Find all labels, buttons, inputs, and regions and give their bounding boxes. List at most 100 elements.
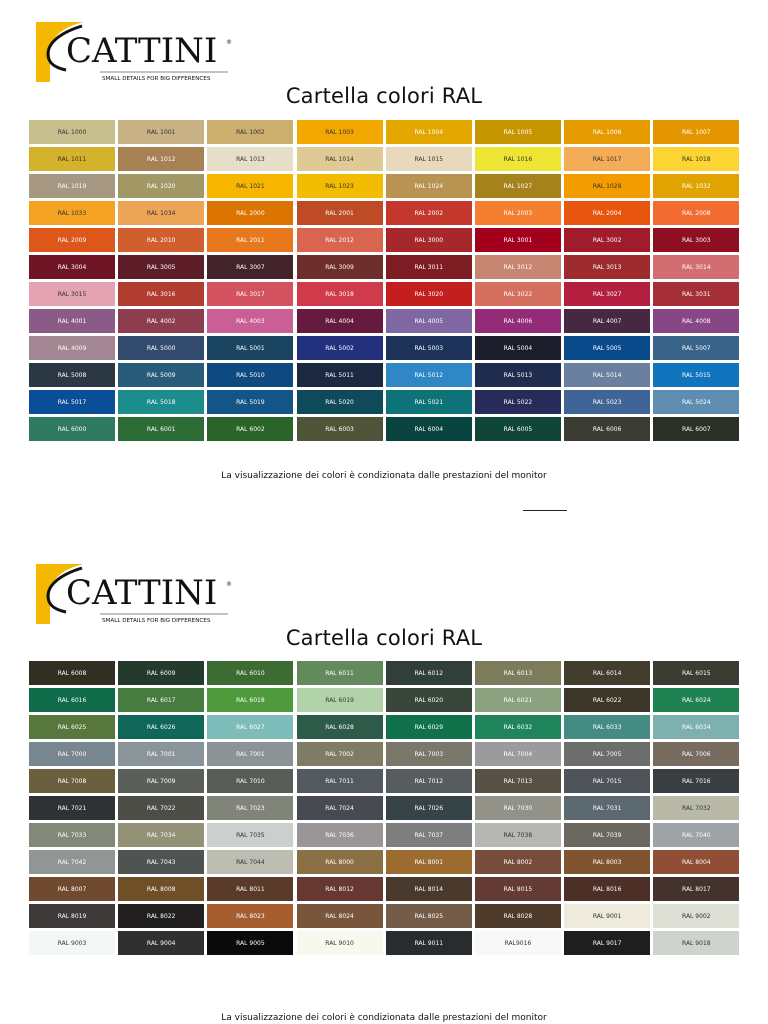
ral-swatch: RAL 6012 [385,661,472,685]
ral-swatch: RAL 6008 [29,661,115,685]
ral-swatch: RAL 3031 [653,282,740,306]
ral-swatch: RAL 1014 [296,147,383,171]
ral-swatch: RAL 5002 [296,336,383,360]
ral-swatch: RAL 6010 [207,661,294,685]
ral-swatch: RAL 3000 [385,228,472,252]
ral-swatch: RAL 7010 [207,769,294,793]
ral-swatch: RAL 1034 [118,201,205,225]
ral-swatch: RAL 7008 [29,769,115,793]
ral-swatch: RAL 7011 [296,769,383,793]
ral-swatch: RAL 4005 [385,309,472,333]
ral-swatch: RAL 1028 [564,174,651,198]
monitor-disclaimer: La visualizzazione dei colori è condizio… [221,471,547,481]
ral-swatch: RAL 5017 [29,390,115,414]
ral-swatch: RAL 5011 [296,363,383,387]
ral-swatch: RAL 8008 [118,877,205,901]
ral-swatch: RAL 7023 [207,796,294,820]
ral-swatch: RAL 6027 [207,715,294,739]
ral-swatch: RAL 6006 [564,417,651,441]
ral-swatch: RAL 6002 [207,417,294,441]
ral-swatch: RAL 7040 [653,823,740,847]
ral-swatch: RAL 5007 [653,336,740,360]
ral-swatch: RAL 1003 [296,120,383,144]
divider-line [523,510,567,511]
ral-swatch: RAL 1019 [29,174,115,198]
ral-swatch: RAL 7006 [653,742,740,766]
ral-swatch: RAL 7038 [474,823,561,847]
ral-swatch: RAL 2012 [296,228,383,252]
ral-swatch-grid-1: RAL 1000 RAL 1001 RAL 1002 RAL 1003 RAL 1004… [29,120,740,441]
ral-swatch: RAL 9010 [296,931,383,955]
ral-swatch: RAL 5005 [564,336,651,360]
ral-swatch: RAL 7002 [296,742,383,766]
ral-swatch: RAL 4002 [118,309,205,333]
ral-swatch: RAL 6015 [653,661,740,685]
ral-swatch: RAL 6028 [296,715,383,739]
ral-swatch: RAL 8007 [29,877,115,901]
ral-swatch: RAL 6026 [118,715,205,739]
ral-swatch: RAL 7030 [474,796,561,820]
ral-swatch: RAL 6000 [29,417,115,441]
ral-swatch: RAL 8001 [385,850,472,874]
ral-swatch: RAL 7043 [118,850,205,874]
ral-swatch: RAL 8002 [474,850,561,874]
ral-swatch: RAL 8012 [296,877,383,901]
ral-swatch: RAL 9002 [653,904,740,928]
ral-swatch: RAL 2002 [385,201,472,225]
ral-swatch: RAL 3012 [474,255,561,279]
ral-swatch: RAL 1001 [118,120,205,144]
ral-swatch: RAL 6020 [385,688,472,712]
ral-swatch: RAL 3018 [296,282,383,306]
ral-swatch: RAL 7024 [296,796,383,820]
ral-swatch: RAL 2001 [296,201,383,225]
ral-swatch: RAL 5008 [29,363,115,387]
ral-swatch: RAL 6014 [564,661,651,685]
registered-mark: ® [226,581,232,588]
ral-swatch: RAL 1015 [385,147,472,171]
ral-swatch: RAL 2003 [474,201,561,225]
ral-swatch: RAL 9011 [385,931,472,955]
ral-swatch: RAL 7044 [207,850,294,874]
ral-swatch: RAL 3009 [296,255,383,279]
ral-swatch: RAL 5014 [564,363,651,387]
ral-swatch: RAL 7037 [385,823,472,847]
ral-swatch: RAL 6017 [118,688,205,712]
page-title: Cartella colori RAL [285,84,483,108]
ral-swatch: RAL 4006 [474,309,561,333]
ral-swatch: RAL 7021 [29,796,115,820]
ral-swatch: RAL 5020 [296,390,383,414]
ral-swatch: RAL 5000 [118,336,205,360]
ral-swatch: RAL 5018 [118,390,205,414]
page-title: Cartella colori RAL [285,626,483,650]
ral-swatch: RAL 6009 [118,661,205,685]
ral-swatch: RAL 2011 [207,228,294,252]
ral-swatch: RAL 1020 [118,174,205,198]
ral-swatch: RAL 8023 [207,904,294,928]
ral-swatch: RAL 8003 [564,850,651,874]
ral-swatch: RAL 5003 [385,336,472,360]
ral-swatch: RAL 7034 [118,823,205,847]
ral-swatch: RAL 1011 [29,147,115,171]
ral-swatch: RAL 3020 [385,282,472,306]
ral-swatch: RAL 6022 [564,688,651,712]
ral-swatch: RAL 8025 [385,904,472,928]
ral-swatch: RAL 7026 [385,796,472,820]
ral-swatch: RAL 1005 [474,120,561,144]
ral-swatch: RAL 4001 [29,309,115,333]
ral-swatch: RAL 5013 [474,363,561,387]
ral-swatch: RAL 9005 [207,931,294,955]
ral-swatch: RAL 6013 [474,661,561,685]
ral-swatch: RAL 5019 [207,390,294,414]
ral-swatch: RAL 7000 [29,742,115,766]
registered-mark: ® [226,39,232,46]
ral-swatch: RAL 5001 [207,336,294,360]
ral-swatch: RAL 8022 [118,904,205,928]
ral-swatch: RAL 3001 [474,228,561,252]
ral-swatch: RAL 2004 [564,201,651,225]
ral-swatch: RAL 7035 [207,823,294,847]
ral-swatch: RAL 3013 [564,255,651,279]
ral-swatch-grid-2: RAL 6008 RAL 6009 RAL 6010 RAL 6011 RAL 6012… [29,661,740,955]
ral-swatch: RAL 3015 [29,282,115,306]
ral-swatch: RAL 1000 [29,120,115,144]
ral-swatch: RAL 1032 [653,174,740,198]
